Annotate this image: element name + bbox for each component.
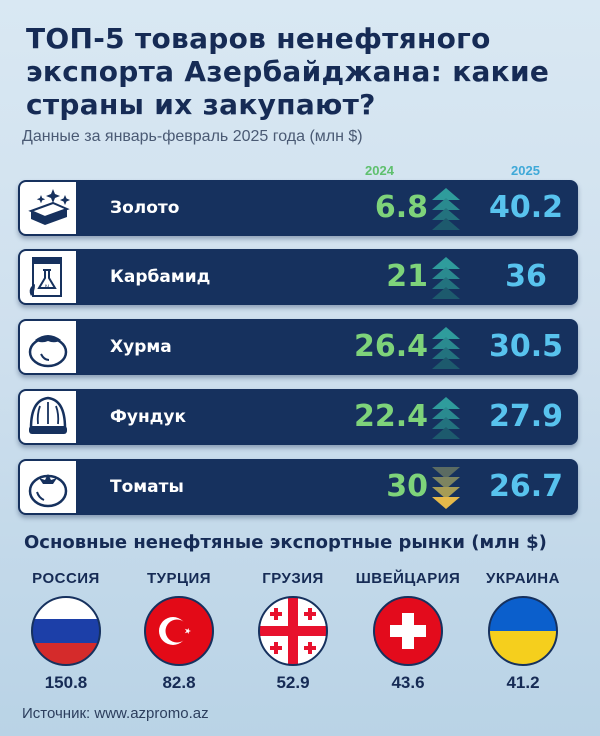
product-name: Карбамид <box>110 267 211 287</box>
country-name: ШВЕЙЦАРИЯ <box>355 570 461 587</box>
trend-up-icon <box>432 188 460 230</box>
value-2024: 26.4 <box>353 329 428 364</box>
fertilizer-icon: N <box>20 251 76 303</box>
value-2025: 40.2 <box>488 190 564 225</box>
trend-up-icon <box>432 257 460 299</box>
value-2024: 22.4 <box>353 399 428 434</box>
georgia-flag-icon <box>258 596 328 666</box>
source-note: Источник: www.azpromo.az <box>22 705 209 722</box>
tomato-icon <box>20 461 76 513</box>
year-2025-label: 2025 <box>511 163 540 178</box>
year-2024-label: 2024 <box>365 163 394 178</box>
country-value: 41.2 <box>506 673 540 692</box>
product-name: Хурма <box>110 337 172 357</box>
value-2025: 36 <box>505 259 547 294</box>
turkey-flag-icon <box>144 596 214 666</box>
country-turkey: ТУРЦИЯ 82.8 <box>124 570 234 693</box>
product-row-tomatoes: Томаты 30 26.7 <box>18 459 578 515</box>
product-row-hazelnut: Фундук 22.4 27.9 <box>18 389 578 445</box>
value-2024: 21 <box>386 259 428 294</box>
country-name: ТУРЦИЯ <box>146 570 212 587</box>
subtitle: Данные за январь-февраль 2025 года (млн … <box>22 128 363 145</box>
country-name: РОССИЯ <box>32 570 100 587</box>
page-title: ТОП-5 товаров ненефтяного экспорта Азерб… <box>26 22 550 121</box>
value-2025: 30.5 <box>488 329 564 364</box>
ukraine-flag-icon <box>488 596 558 666</box>
country-value: 150.8 <box>44 673 88 692</box>
value-2025: 27.9 <box>488 399 564 434</box>
product-row-urea: N Карбамид 21 36 <box>18 249 578 305</box>
country-ukraine: УКРАИНА 41.2 <box>468 570 578 693</box>
product-name: Золото <box>110 198 180 218</box>
value-2025: 26.7 <box>488 469 564 504</box>
russia-flag-icon <box>31 596 101 666</box>
value-2024: 6.8 <box>374 190 428 225</box>
markets-title: Основные ненефтяные экспортные рынки (мл… <box>24 532 547 553</box>
product-name: Томаты <box>110 477 184 497</box>
switzerland-flag-icon <box>373 596 443 666</box>
product-row-persimmon: Хурма 26.4 30.5 <box>18 319 578 375</box>
country-name: УКРАИНА <box>486 570 560 587</box>
country-switzerland: ШВЕЙЦАРИЯ 43.6 <box>353 570 463 693</box>
svg-text:N: N <box>45 285 49 291</box>
country-georgia: ГРУЗИЯ 52.9 <box>238 570 348 693</box>
product-name: Фундук <box>110 407 187 427</box>
value-2024: 30 <box>386 469 428 504</box>
trend-up-icon <box>432 397 460 439</box>
trend-up-icon <box>432 327 460 369</box>
gold-bars-icon <box>20 182 76 234</box>
trend-down-icon <box>432 467 460 509</box>
persimmon-icon <box>20 321 76 373</box>
country-name: ГРУЗИЯ <box>262 570 324 587</box>
product-row-gold: Золото 6.8 40.2 <box>18 180 578 236</box>
country-value: 43.6 <box>391 673 425 692</box>
country-value: 52.9 <box>276 673 310 692</box>
hazelnut-icon <box>20 391 76 443</box>
country-value: 82.8 <box>162 673 196 692</box>
country-russia: РОССИЯ 150.8 <box>11 570 121 693</box>
